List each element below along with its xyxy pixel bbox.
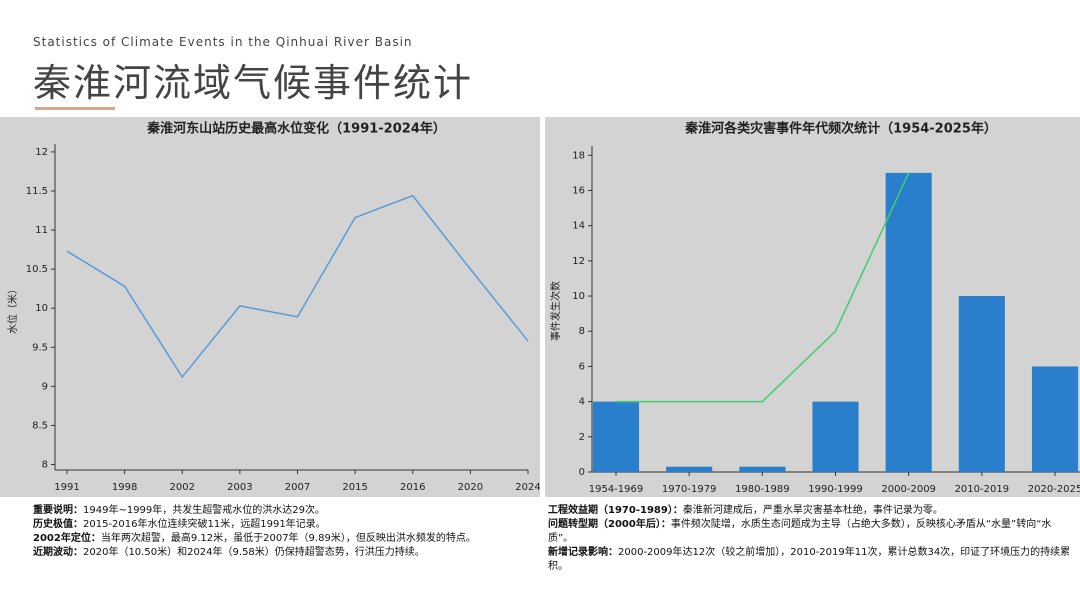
note-label: 新增记录影响： [548, 547, 618, 558]
x-tick-label: 1998 [112, 482, 137, 493]
subtitle: Statistics of Climate Events in the Qinh… [33, 35, 413, 49]
note: 问题转型期（2000年后）：事件频次陡增，水质生态问题成为主导（占绝大多数），反… [548, 518, 1073, 546]
x-tick-label: 1954-1969 [589, 484, 644, 495]
note-label: 工程效益期（1970-1989）： [548, 505, 683, 516]
x-tick-label: 2015 [342, 482, 367, 493]
bar [739, 466, 786, 472]
y-tick-label: 9 [42, 381, 48, 392]
x-tick-label: 1970-1979 [662, 484, 717, 495]
note-text: 2015-2016年水位连续突破11米，远超1991年记录。 [83, 519, 326, 530]
note-text: 当年两次超警，最高9.12米，虽低于2007年（9.89米），但反映出洪水频发的… [100, 533, 476, 544]
title-rule [35, 107, 115, 110]
x-tick-label: 2010-2019 [955, 484, 1010, 495]
y-tick-label: 14 [572, 221, 585, 232]
line-chart: 秦淮河东山站历史最高水位变化（1991-2024年） 水位（米） 8 8.5 9 9.5 1… [0, 117, 540, 497]
x-tick-label: 2003 [227, 482, 252, 493]
note-label: 2002年定位： [33, 533, 101, 544]
y-tick-label: 11.5 [26, 186, 48, 197]
bar [592, 401, 640, 472]
note: 历史极值：2015-2016年水位连续突破11米，远超1991年记录。 [33, 518, 533, 532]
note: 新增记录影响：2000-2009年达12次（较之前增加），2010-2019年1… [548, 546, 1073, 574]
note: 2002年定位：当年两次超警，最高9.12米，虽低于2007年（9.89米），但… [33, 532, 533, 546]
x-tick-label: 2024 [515, 482, 540, 493]
line-series [616, 172, 910, 403]
notes-right: 工程效益期（1970-1989）：秦淮新河建成后，严重水旱灾害基本杜绝，事件记录… [548, 504, 1073, 574]
bar [812, 401, 859, 472]
y-tick-label: 8.5 [32, 420, 48, 431]
y-tick-label: 16 [572, 185, 585, 196]
x-tick-label: 2000-2009 [881, 484, 936, 495]
y-tick-label: 12 [35, 147, 48, 158]
x-tick-label: 2020 [458, 482, 483, 493]
note: 近期波动：2020年（10.50米）和2024年（9.58米）仍保持超警态势，行… [33, 546, 533, 560]
y-axis-label: 事件发生次数 [549, 281, 562, 341]
note-label: 近期波动： [33, 547, 83, 558]
bar [885, 172, 932, 472]
chart-title: 秦淮河各类灾害事件年代频次统计（1954-2025年） [684, 121, 997, 137]
bar [958, 296, 1005, 472]
y-tick-label: 9.5 [32, 342, 48, 353]
y-tick-label: 4 [579, 397, 585, 408]
y-tick-label: 12 [572, 256, 585, 267]
chart-title: 秦淮河东山站历史最高水位变化（1991-2024年） [146, 121, 446, 137]
y-tick-label: 10.5 [26, 264, 48, 275]
bar-chart: 秦淮河各类灾害事件年代频次统计（1954-2025年） 事件发生次数 0 2 4 6 8 10… [545, 117, 1080, 497]
note-text: 2020年（10.50米）和2024年（9.58米）仍保持超警态势，行洪压力持续… [83, 547, 425, 558]
note-label: 历史极值： [33, 519, 83, 530]
y-tick-label: 6 [579, 361, 585, 372]
y-axis-label: 水位（米） [6, 284, 19, 334]
y-tick-label: 10 [35, 303, 48, 314]
note: 重要说明：1949年~1999年，共发生超警戒水位的洪水达29次。 [33, 504, 533, 518]
bar [666, 466, 713, 472]
notes-left: 重要说明：1949年~1999年，共发生超警戒水位的洪水达29次。 历史极值：20… [33, 504, 533, 560]
line-series [66, 194, 529, 379]
x-tick-label: 1990-1999 [808, 484, 863, 495]
x-tick-label: 1991 [54, 482, 79, 493]
y-tick-label: 10 [572, 291, 585, 302]
note-text: 2000-2009年达12次（较之前增加），2010-2019年11次，累计总数… [548, 547, 1071, 572]
y-tick-label: 8 [42, 460, 48, 471]
y-tick-label: 18 [572, 150, 585, 161]
x-tick-label: 1980-1989 [735, 484, 790, 495]
x-tick-label: 2007 [285, 482, 310, 493]
note-text: 1949年~1999年，共发生超警戒水位的洪水达29次。 [83, 505, 326, 516]
bar [1031, 366, 1079, 472]
y-tick-label: 8 [579, 326, 585, 337]
x-tick-label: 2016 [400, 482, 425, 493]
y-tick-label: 11 [35, 225, 48, 236]
title: 秦淮河流域气候事件统计 [33, 61, 474, 105]
y-tick-label: 2 [579, 432, 585, 443]
y-tick-label: 0 [579, 467, 585, 478]
note-label: 问题转型期（2000年后）： [548, 519, 671, 530]
note: 工程效益期（1970-1989）：秦淮新河建成后，严重水旱灾害基本杜绝，事件记录… [548, 504, 1073, 518]
x-tick-label: 2002 [170, 482, 195, 493]
note-label: 重要说明： [33, 505, 83, 516]
note-text: 事件频次陡增，水质生态问题成为主导（占绝大多数），反映核心矛盾从“水量”转向“水… [548, 519, 1052, 544]
note-text: 秦淮新河建成后，严重水旱灾害基本杜绝，事件记录为零。 [682, 505, 943, 516]
x-tick-label: 2020-2025 [1028, 484, 1080, 495]
